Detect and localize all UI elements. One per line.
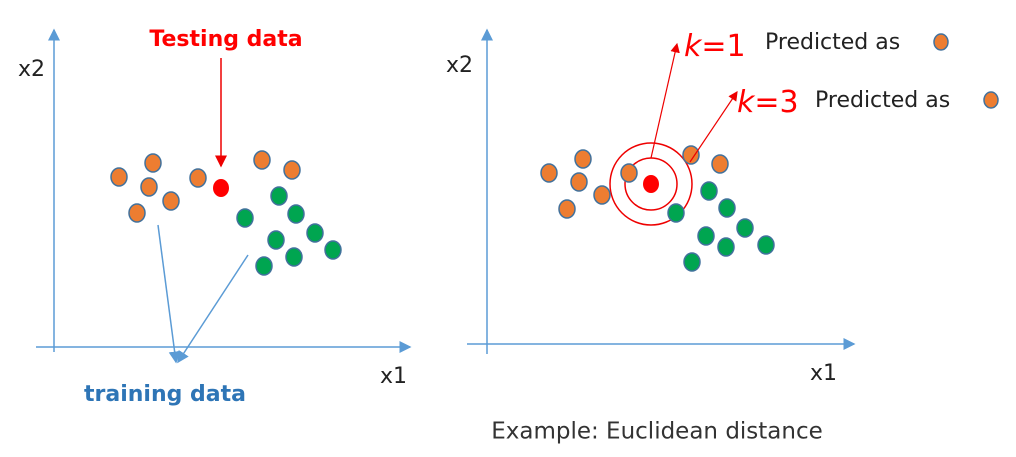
orange-point (144, 153, 162, 173)
green-point (757, 235, 775, 255)
green-point (306, 223, 324, 243)
k1-label: k=1 (684, 29, 746, 64)
arrow (650, 42, 680, 159)
points (540, 145, 775, 272)
test-point (643, 175, 659, 193)
green-point (718, 198, 736, 218)
y-axis-label: x2 (446, 53, 473, 78)
orange-point (682, 145, 700, 165)
green-point (667, 203, 685, 223)
green-point (717, 237, 735, 257)
green-point (324, 240, 342, 260)
k3-label: k=3 (737, 85, 799, 120)
caption: Example: Euclidean distance (491, 419, 823, 445)
green-point (736, 218, 754, 238)
orange-point (620, 163, 638, 183)
arrow (177, 254, 249, 364)
orange-point (189, 168, 207, 188)
prediction-label: Predicted as (815, 88, 950, 113)
orange-point (570, 172, 588, 192)
prediction-dot (983, 91, 999, 109)
green-point (236, 208, 254, 228)
orange-point (574, 149, 592, 169)
green-point (270, 186, 288, 206)
k-value: =3 (754, 85, 798, 120)
k3-circle (609, 142, 693, 226)
green-point (255, 256, 273, 276)
x-axis-label: x1 (810, 361, 837, 386)
green-point (267, 230, 285, 250)
arrow (689, 91, 738, 163)
training-label: training data (84, 382, 246, 407)
green-point (285, 247, 303, 267)
k-symbol: k (684, 29, 703, 64)
orange-point (128, 203, 146, 223)
orange-point (593, 185, 611, 205)
arrow (157, 224, 181, 364)
points (110, 150, 342, 276)
orange-point (711, 154, 729, 174)
green-point (683, 252, 701, 272)
test-point (213, 179, 229, 197)
green-point (697, 226, 715, 246)
prediction-dot (933, 33, 949, 51)
x-axis-label: x1 (380, 364, 407, 389)
prediction-label: Predicted as (765, 30, 900, 55)
green-point (700, 181, 718, 201)
k-symbol: k (737, 85, 756, 120)
orange-point (283, 160, 301, 180)
orange-point (253, 150, 271, 170)
orange-point (140, 177, 158, 197)
k-value: =1 (701, 29, 745, 64)
green-point (287, 204, 305, 224)
orange-point (110, 167, 128, 187)
testing-label: Testing data (149, 27, 302, 52)
orange-point (540, 163, 558, 183)
orange-point (162, 191, 180, 211)
orange-point (558, 199, 576, 219)
y-axis-label: x2 (18, 57, 45, 82)
